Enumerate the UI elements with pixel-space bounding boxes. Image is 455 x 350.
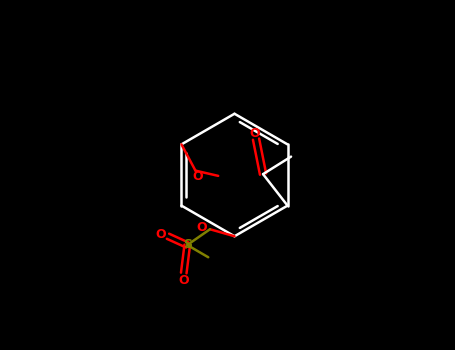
Text: O: O — [192, 170, 202, 183]
Text: S: S — [183, 238, 192, 252]
Text: O: O — [196, 221, 207, 234]
Text: O: O — [155, 228, 166, 241]
Text: O: O — [249, 127, 260, 140]
Text: O: O — [178, 274, 189, 287]
